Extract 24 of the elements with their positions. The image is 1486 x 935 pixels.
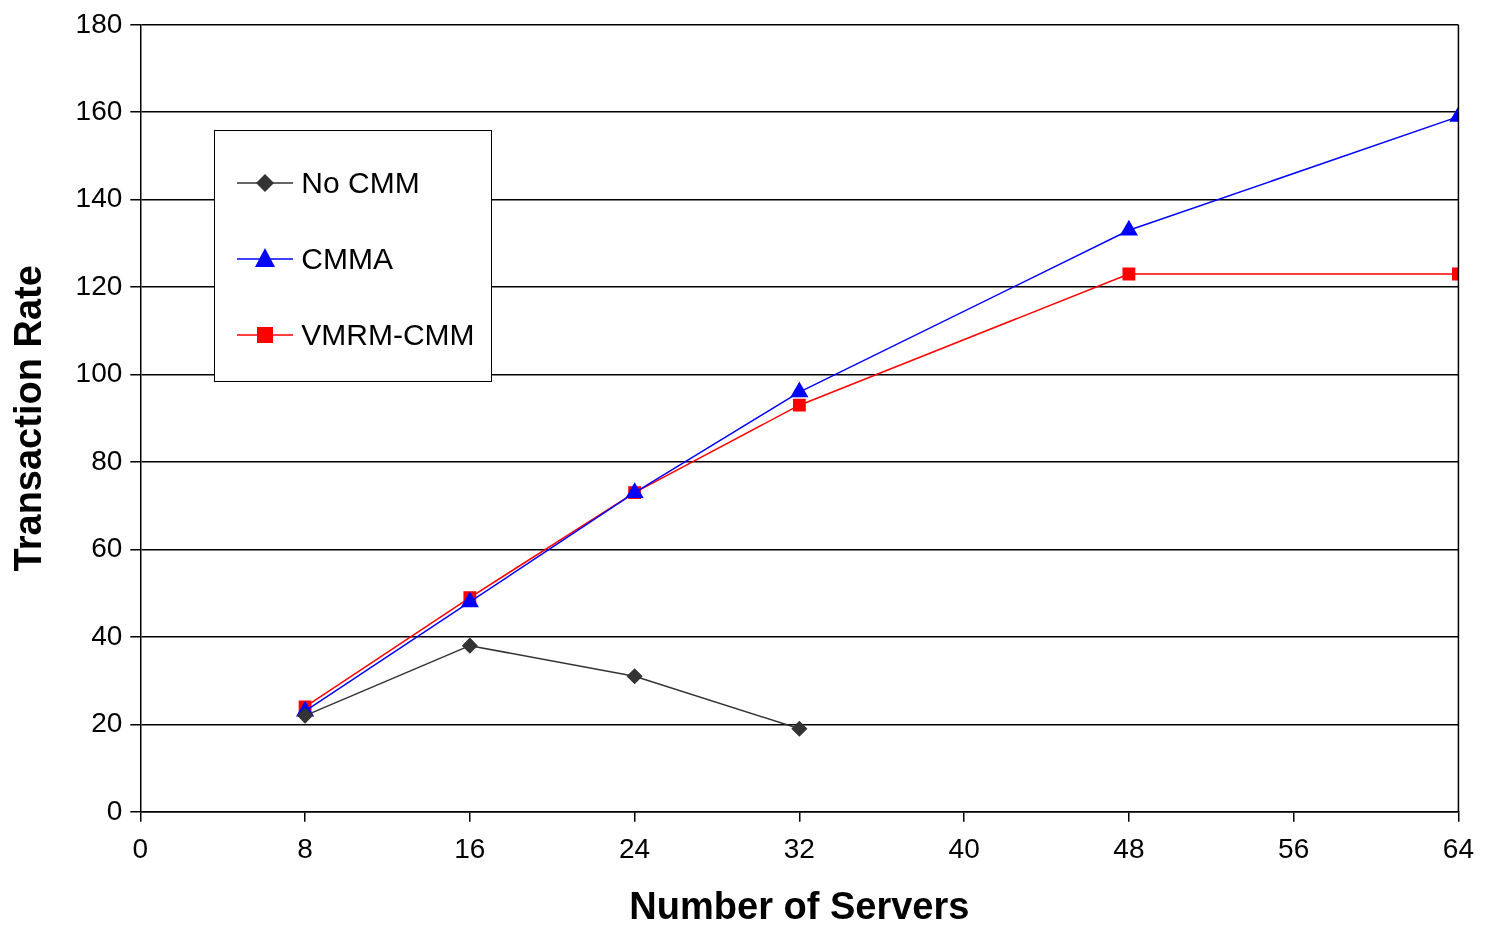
y-tick-label: 140 <box>75 182 123 214</box>
y-tick-label: 180 <box>75 7 123 39</box>
y-tick-label: 80 <box>91 444 123 476</box>
x-tick-label: 64 <box>1442 833 1475 865</box>
legend-label: No CMM <box>301 165 420 200</box>
x-tick-label: 8 <box>297 833 313 865</box>
x-tick-label: 16 <box>454 833 486 865</box>
x-tick-label: 24 <box>619 833 651 865</box>
legend-label: VMRM-CMM <box>301 317 475 352</box>
y-tick-label: 60 <box>91 532 123 564</box>
legend-label: CMMA <box>301 241 393 276</box>
x-axis-title: Number of Servers <box>629 884 970 927</box>
y-tick-label: 160 <box>75 94 123 126</box>
y-tick-label: 120 <box>75 269 123 301</box>
y-tick-label: 0 <box>106 794 123 826</box>
x-tick-label: 48 <box>1113 833 1145 865</box>
x-tick-label: 0 <box>132 833 149 865</box>
x-tick-label: 40 <box>948 833 980 865</box>
x-tick-label: 56 <box>1278 833 1310 865</box>
y-axis-title: Transaction Rate <box>7 265 50 572</box>
y-tick-label: 40 <box>91 619 123 651</box>
x-tick-label: 32 <box>783 833 815 865</box>
y-tick-label: 20 <box>91 707 123 739</box>
y-tick-label: 100 <box>75 357 123 389</box>
